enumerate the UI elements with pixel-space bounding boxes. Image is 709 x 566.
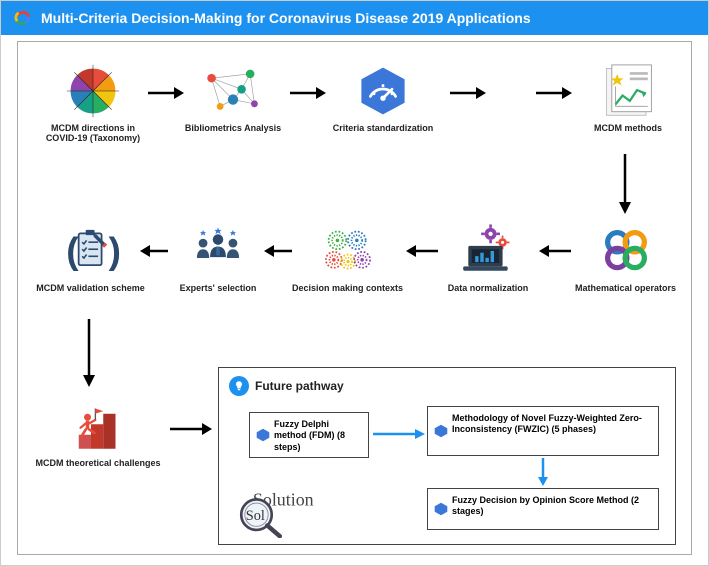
arrow-right-icon (448, 84, 486, 102)
interlocking-rings-icon (598, 226, 654, 276)
node-taxonomy-label: MCDM directions in COVID-19 (Taxonomy) (38, 123, 148, 144)
svg-text:(: ( (66, 229, 79, 271)
node-methods-label: MCDM methods (578, 123, 678, 133)
hexagon-icon (434, 424, 448, 438)
node-validation-label: MCDM validation scheme (33, 283, 148, 293)
future-pathway-header: Future pathway (229, 376, 665, 396)
future-fwzic-label: Methodology of Novel Fuzzy-Weighted Zero… (452, 413, 642, 434)
laptop-gears-icon (458, 224, 518, 278)
diagram-canvas: MCDM directions in COVID-19 (Taxonomy) (17, 41, 692, 555)
clipboard-check-icon: ( ) (61, 224, 121, 278)
node-criteria: Criteria standardization (328, 62, 438, 133)
node-operators-label: Mathematical operators (573, 283, 678, 293)
node-decision-label: Decision making contexts (290, 283, 405, 293)
dotted-circles-icon (318, 224, 378, 278)
node-challenges-label: MCDM theoretical challenges (33, 458, 163, 468)
node-experts: Experts' selection (168, 222, 268, 293)
arrow-right-icon (288, 84, 326, 102)
blue-arrow-right-icon (371, 426, 425, 442)
future-pathway-box: Future pathway Fuzzy Delphi method (FDM)… (218, 367, 676, 545)
node-decision: Decision making contexts (290, 222, 405, 293)
node-biblio-label: Bibliometrics Analysis (183, 123, 283, 133)
node-experts-label: Experts' selection (168, 283, 268, 293)
lightbulb-icon (229, 376, 249, 396)
arrow-left-icon (264, 242, 294, 260)
future-fdm-label: Fuzzy Delphi method (FDM) (8 steps) (274, 419, 345, 452)
color-wheel-icon (65, 63, 121, 119)
google-cloud-logo-icon (11, 7, 33, 29)
arrow-right-icon (146, 84, 184, 102)
future-pathway-title: Future pathway (255, 379, 344, 393)
node-challenges: MCDM theoretical challenges (33, 397, 163, 468)
hexagon-icon (434, 502, 448, 516)
gauge-hexagon-icon (356, 64, 410, 118)
future-fdosm-label: Fuzzy Decision by Opinion Score Method (… (452, 495, 639, 516)
node-methods: MCDM methods (578, 62, 678, 133)
arrow-left-icon (539, 242, 573, 260)
arrow-right-icon (534, 84, 572, 102)
network-graph-icon (203, 63, 263, 119)
report-chart-icon (601, 63, 655, 119)
node-operators: Mathematical operators (573, 222, 678, 293)
experts-people-icon (189, 225, 247, 277)
arrow-right-icon (168, 420, 212, 438)
node-datanorm-label: Data normalization (438, 283, 538, 293)
blue-arrow-down-icon (535, 458, 551, 486)
future-node-fdm: Fuzzy Delphi method (FDM) (8 steps) (249, 412, 369, 458)
svg-text:): ) (108, 229, 120, 271)
header-title: Multi-Criteria Decision-Making for Coron… (41, 10, 531, 26)
person-climbing-bars-icon (70, 399, 126, 453)
hexagon-icon (256, 428, 270, 442)
diagram-content: MCDM directions in COVID-19 (Taxonomy) (1, 35, 708, 565)
future-node-fwzic: Methodology of Novel Fuzzy-Weighted Zero… (427, 406, 659, 456)
arrow-left-icon (406, 242, 440, 260)
node-biblio: Bibliometrics Analysis (183, 62, 283, 133)
arrow-down-icon (616, 152, 634, 214)
magnifying-glass-icon: Solution Sol (233, 486, 323, 538)
solution-graphic: Solution Sol (233, 486, 313, 536)
header-bar: Multi-Criteria Decision-Making for Coron… (1, 1, 708, 35)
node-datanorm: Data normalization (438, 222, 538, 293)
future-node-fdosm: Fuzzy Decision by Opinion Score Method (… (427, 488, 659, 530)
svg-text:Sol: Sol (246, 508, 265, 524)
arrow-down-icon (80, 317, 98, 387)
node-validation: ( ) (33, 222, 148, 293)
node-taxonomy: MCDM directions in COVID-19 (Taxonomy) (38, 62, 148, 144)
node-criteria-label: Criteria standardization (328, 123, 438, 133)
arrow-left-icon (140, 242, 170, 260)
